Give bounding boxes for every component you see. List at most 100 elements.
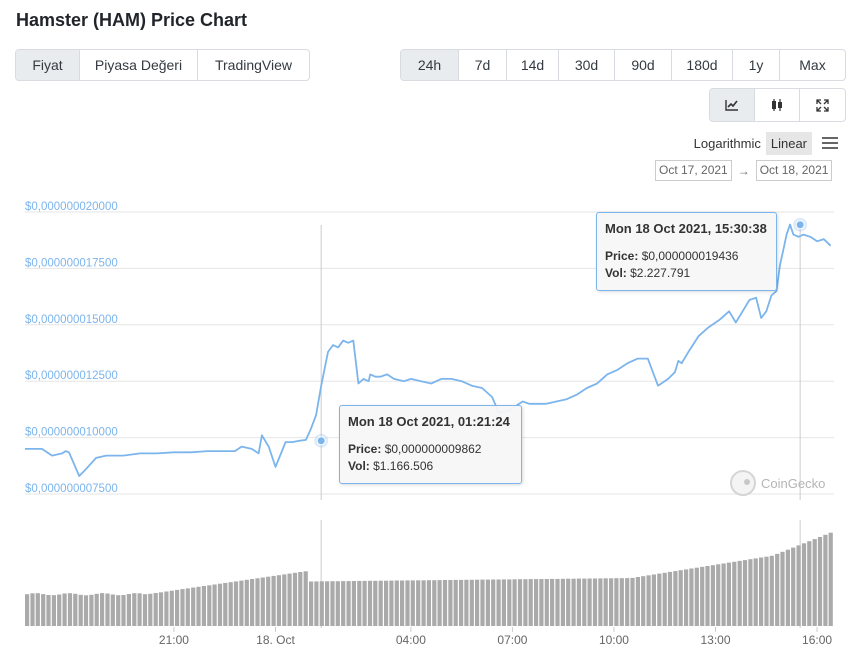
volume-bar xyxy=(25,594,30,626)
volume-bar xyxy=(142,594,148,626)
volume-bar xyxy=(673,571,678,626)
highlight-point xyxy=(795,220,805,230)
volume-bar xyxy=(705,566,710,626)
volume-bar xyxy=(678,570,683,626)
line-chart-button[interactable] xyxy=(710,89,755,121)
range-label: 30d xyxy=(574,57,599,73)
volume-bar xyxy=(742,560,748,626)
volume-bar xyxy=(346,581,351,626)
volume-bar xyxy=(464,579,469,626)
arrow-right-icon: → xyxy=(737,163,750,178)
volume-bar xyxy=(57,594,62,626)
volume-bar xyxy=(737,560,742,626)
line-chart-icon xyxy=(725,100,738,111)
fullscreen-button[interactable] xyxy=(800,89,845,121)
volume-bar xyxy=(748,559,753,626)
volume-bar xyxy=(501,579,506,626)
volume-bar xyxy=(255,578,260,626)
volume-bar xyxy=(775,553,780,626)
volume-bar xyxy=(576,578,581,626)
volume-bar xyxy=(83,595,89,626)
x-tick-label: 13:00 xyxy=(701,633,731,647)
volume-bar xyxy=(689,568,694,626)
volume-bar xyxy=(121,595,126,626)
volume-bar xyxy=(426,580,431,626)
volume-bar xyxy=(314,581,319,626)
tab-price[interactable]: Fiyat xyxy=(16,50,80,80)
volume-bar xyxy=(51,595,56,626)
scale-toggle: Logarithmic Linear xyxy=(689,131,838,155)
watermark-text: CoinGecko xyxy=(761,475,826,491)
volume-bar xyxy=(732,561,737,626)
volume-bar xyxy=(560,578,565,626)
volume-bar xyxy=(453,579,458,626)
y-tick-label: $0,000000007500 xyxy=(25,483,118,495)
range-1y[interactable]: 1y xyxy=(733,50,780,80)
volume-bar xyxy=(233,581,239,626)
linear-option[interactable]: Linear xyxy=(765,131,812,155)
volume-bar xyxy=(630,577,635,626)
volume-bar xyxy=(169,590,174,626)
range-label: 7d xyxy=(474,57,491,73)
volume-bar xyxy=(507,579,512,626)
volume-bar xyxy=(523,579,528,626)
tab-tradingview[interactable]: TradingView xyxy=(198,50,309,80)
volume-bar xyxy=(566,578,571,626)
volume-bar xyxy=(694,567,699,626)
range-7d[interactable]: 7d xyxy=(459,50,507,80)
volume-bar xyxy=(812,539,817,626)
volume-bar xyxy=(646,575,651,626)
volume-bar xyxy=(780,551,785,626)
range-24h[interactable]: 24h xyxy=(401,50,459,80)
volume-bar xyxy=(459,579,464,626)
volume-bar xyxy=(517,579,523,626)
date-from-input[interactable]: Oct 17, 2021 xyxy=(655,160,732,181)
volume-bar xyxy=(298,572,303,626)
volume-bar xyxy=(641,576,646,626)
volume-bar xyxy=(78,594,83,626)
candlestick-button[interactable] xyxy=(755,89,800,121)
volume-bar xyxy=(266,576,271,626)
volume-bar xyxy=(394,580,399,626)
volume-bar xyxy=(534,579,539,626)
range-label: 90d xyxy=(631,57,655,73)
range-14d[interactable]: 14d xyxy=(507,50,559,80)
x-tick-label: 07:00 xyxy=(497,633,527,647)
volume-bar xyxy=(67,593,73,626)
volume-bar xyxy=(132,593,137,626)
volume-bar xyxy=(619,578,624,626)
volume-bar xyxy=(592,578,598,626)
range-label: 1y xyxy=(748,57,764,73)
volume-bar xyxy=(539,579,544,626)
tooltip-price: $0,000000009862 xyxy=(384,442,482,456)
volume-bar xyxy=(716,564,721,626)
volume-bar xyxy=(796,545,801,626)
menu-icon[interactable] xyxy=(822,137,838,149)
y-tick-label: $0,000000020000 xyxy=(25,201,118,213)
logarithmic-option[interactable]: Logarithmic xyxy=(693,135,761,151)
highlight-point xyxy=(316,436,326,446)
volume-bar xyxy=(153,593,158,626)
volume-bar xyxy=(625,578,630,626)
volume-bar xyxy=(319,581,324,626)
tab-market-cap[interactable]: Piyasa Değeri xyxy=(80,50,198,80)
date-to-input[interactable]: Oct 18, 2021 xyxy=(755,160,833,181)
volume-bar xyxy=(282,574,287,626)
range-180d[interactable]: 180d xyxy=(672,50,733,80)
coingecko-logo-icon xyxy=(730,470,756,496)
volume-bar xyxy=(94,593,99,626)
fullscreen-icon xyxy=(816,98,829,112)
volume-bar xyxy=(759,557,764,626)
range-90d[interactable]: 90d xyxy=(615,50,672,80)
volume-bar xyxy=(100,593,105,626)
volume-bar xyxy=(544,579,549,626)
volume-bar xyxy=(587,578,592,626)
range-max[interactable]: Max xyxy=(780,50,845,80)
volume-bar xyxy=(485,579,490,626)
volume-bar xyxy=(287,573,292,626)
tab-price-label: Fiyat xyxy=(32,57,63,73)
range-30d[interactable]: 30d xyxy=(559,50,615,80)
volume-bar xyxy=(373,580,378,626)
x-tick-label: 16:00 xyxy=(802,633,832,647)
